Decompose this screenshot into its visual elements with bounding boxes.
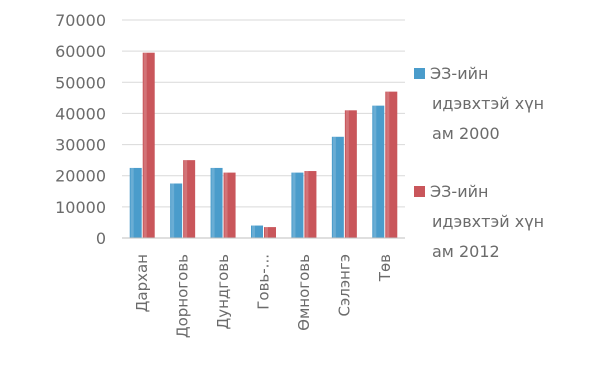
bar-highlight [292, 172, 296, 238]
bar-2000-2 [210, 167, 223, 238]
legend-label-line: ЭЗ-ийн [430, 64, 488, 83]
legend-swatch-0 [414, 68, 425, 79]
legend-label-line: ам 2012 [432, 242, 500, 261]
y-tick-label: 60000 [55, 42, 106, 61]
legend-swatch-1 [414, 186, 425, 197]
bar-2012-2 [223, 172, 236, 238]
bar-highlight [224, 172, 228, 238]
y-axis-ticks: 0 10000 20000 30000 40000 50000 60000 70000 [55, 11, 106, 248]
x-category-label: Сэлэнгэ [335, 254, 353, 316]
bars [129, 52, 398, 239]
y-tick-label: 20000 [55, 167, 106, 186]
x-axis-labels: Дархан Дорноговь Дундговь Говь-... Өмноговь С… [133, 254, 394, 338]
x-category-label: Төв [376, 254, 394, 282]
bar-2012-3 [264, 227, 276, 238]
legend-label-line: идэвхтэй хүн [432, 94, 544, 113]
legend-label-line: идэвхтэй хүн [432, 212, 544, 231]
legend: ЭЗ-ийн идэвхтэй хүн ам 2000 ЭЗ-ийн идэвхтэй … [414, 64, 544, 261]
bar-highlight [332, 136, 336, 238]
bar-highlight [386, 91, 390, 238]
bar-2000-5 [331, 136, 344, 238]
x-category-label: Говь-... [255, 254, 273, 310]
legend-label-line: ам 2000 [432, 124, 500, 143]
x-category-label: Өмноговь [295, 254, 313, 331]
bar-highlight [184, 160, 188, 238]
x-category-label: Дархан [133, 254, 151, 312]
y-tick-label: 10000 [55, 198, 106, 217]
bar-2012-1 [183, 160, 196, 238]
bar-highlight [252, 225, 255, 238]
bar-2012-6 [385, 91, 398, 238]
y-tick-label: 70000 [55, 11, 106, 30]
bar-highlight [305, 171, 309, 238]
x-category-label: Дорноговь [174, 254, 192, 338]
bar-2012-4 [304, 171, 317, 238]
bar-2000-1 [170, 183, 183, 238]
y-tick-label: 0 [96, 229, 106, 248]
bar-2000-4 [291, 172, 304, 238]
bar-highlight [265, 227, 268, 238]
bar-2012-5 [344, 110, 357, 238]
bar-2000-0 [129, 167, 142, 238]
y-tick-label: 40000 [55, 104, 106, 123]
gridlines [122, 19, 405, 208]
bar-2000-3 [251, 225, 263, 238]
bar-highlight [143, 52, 147, 239]
bar-highlight [373, 105, 377, 239]
legend-label-line: ЭЗ-ийн [430, 182, 488, 201]
bar-2000-6 [372, 105, 385, 239]
bar-highlight [211, 167, 215, 238]
bar-highlight [130, 167, 134, 238]
y-tick-label: 50000 [55, 73, 106, 92]
bar-highlight [345, 110, 349, 238]
y-tick-label: 30000 [55, 136, 106, 155]
bar-highlight [171, 183, 175, 238]
bar-2012-0 [142, 52, 155, 239]
x-category-label: Дундговь [214, 254, 232, 330]
